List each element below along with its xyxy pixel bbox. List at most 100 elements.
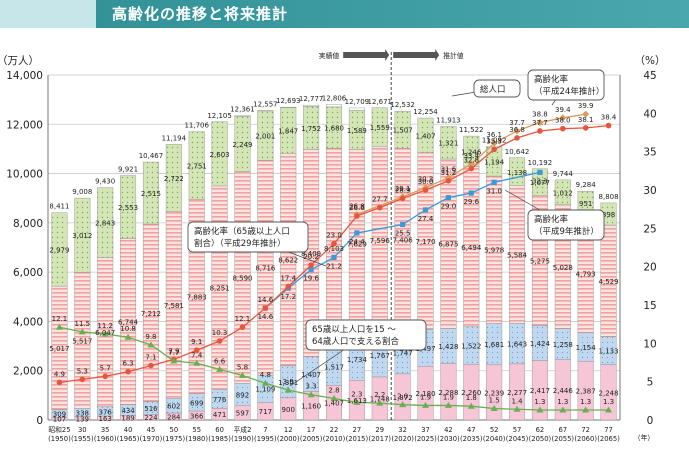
segment-value: 8,251 <box>210 285 230 293</box>
rate-h29-value: 35.3 <box>486 137 502 145</box>
segment-value: 5,275 <box>530 257 550 265</box>
x-tick-year: (2015) <box>346 435 369 443</box>
rate-h24-value: 39.4 <box>555 106 571 114</box>
total-value: 12,557 <box>253 101 278 109</box>
rate-h24-marker <box>490 139 498 147</box>
header: 高齢化の推移と将来推計 <box>0 0 689 36</box>
rate-h29-value: 38.0 <box>555 117 571 125</box>
callout-h29-text: 高齢化率（65歳以上人口 <box>194 226 290 237</box>
x-tick-year: (1995) <box>254 435 277 443</box>
segment-value: 5,028 <box>553 264 573 272</box>
bar-0-14 <box>211 121 228 187</box>
bar-0-14 <box>188 131 205 200</box>
segment-value: 7,581 <box>164 302 184 310</box>
total-value: 12,777 <box>299 95 324 103</box>
x-tick-era: 50 <box>170 426 179 434</box>
rate-h29-value: 6.3 <box>123 360 134 368</box>
callout-support: 65歳以上人口を15 ～64歳人口で支える割合 <box>289 319 427 387</box>
support-ratio-value: 9.8 <box>145 333 156 341</box>
support-ratio-value: 7.4 <box>191 351 203 359</box>
rate-h9-marker <box>400 221 406 228</box>
rate-h29-value: 7.9 <box>168 347 179 355</box>
rate-h29-marker <box>445 178 452 184</box>
rate-h9-value: 25.5 <box>395 230 411 238</box>
rate-h29-marker <box>582 125 589 131</box>
support-ratio-marker <box>513 405 521 412</box>
rate-h9-value: 14.6 <box>258 313 274 321</box>
callout-h9-box <box>527 209 605 241</box>
segment-value: 8,590 <box>232 274 252 282</box>
bar-unknown <box>234 115 251 117</box>
bar-0-14 <box>74 197 91 273</box>
segment-value: 1,194 <box>484 158 505 166</box>
segment-value: 2,288 <box>438 389 458 397</box>
segment-value: 224 <box>144 414 158 422</box>
y-tick-right: 45 <box>643 70 656 82</box>
support-ratio-marker <box>55 323 63 330</box>
support-ratio-value: 4.8 <box>260 371 271 379</box>
rate-h9-value: 32.3 <box>532 177 548 185</box>
callout-h24-text: （平成24年推計） <box>534 86 604 97</box>
rate-h29-value: 10.3 <box>212 329 228 337</box>
rate-h29-value: 12.1 <box>235 315 251 323</box>
segment-value: 7,629 <box>347 241 367 249</box>
segment-value: 1,258 <box>553 341 573 349</box>
x-tick-year: (1950) <box>48 435 71 443</box>
segment-value: 1,643 <box>507 341 527 349</box>
bar-0-14 <box>51 212 68 287</box>
segment-value: 2,180 <box>415 390 435 398</box>
bar-unknown <box>326 104 342 108</box>
segment-value: 1,872 <box>393 394 413 402</box>
segment-value: 1,160 <box>301 403 321 411</box>
segment-value: 516 <box>144 405 158 413</box>
segment-value: 5,584 <box>507 252 528 260</box>
x-tick-year: (2050) <box>529 435 552 443</box>
segment-value: 2,843 <box>95 220 115 228</box>
segment-value: 1,613 <box>347 397 367 405</box>
support-ratio-value: 2.2 <box>374 391 385 399</box>
rate-h9-marker <box>308 267 314 273</box>
support-ratio-marker <box>399 401 407 408</box>
x-tick-year: (1975) <box>163 435 186 443</box>
segment-value: 6,744 <box>118 319 139 327</box>
rate-h24-marker <box>582 110 590 118</box>
segment-value: 1,246 <box>461 148 482 156</box>
support-ratio-marker <box>536 406 544 413</box>
segment-value: 1,321 <box>438 140 458 148</box>
bar-0-14 <box>120 175 137 239</box>
segment-value: 1,497 <box>415 345 435 353</box>
segment-value: 892 <box>236 391 249 399</box>
rate-h9-value: 19.6 <box>303 275 319 283</box>
rate-h29-marker <box>537 128 543 134</box>
x-tick-era: 62 <box>536 426 545 434</box>
segment-value: 2,515 <box>141 190 161 198</box>
segment-value: 284 <box>167 414 181 422</box>
x-tick-era: 67 <box>558 426 567 434</box>
support-ratio-marker <box>124 333 132 340</box>
callout-h24: 高齢化率（平成24年推計） <box>527 69 605 106</box>
x-tick-era: 17 <box>307 426 316 434</box>
rate-h29-value: 14.6 <box>258 296 274 304</box>
rate-h29-marker <box>125 368 131 375</box>
rate-h24-value: 39.9 <box>578 102 594 110</box>
rate-h9-marker <box>422 207 429 213</box>
rate-h29-value: 32.8 <box>463 157 479 165</box>
segment-value: 2,722 <box>164 175 184 183</box>
segment-value: 7,596 <box>370 237 391 245</box>
rate-h29-marker <box>376 204 383 211</box>
y-tick-right: 10 <box>643 338 656 350</box>
y-tick-left: 4,000 <box>13 316 43 328</box>
callout-total-box <box>473 79 521 98</box>
support-ratio-marker <box>78 328 86 335</box>
rate-h9-marker <box>445 195 451 201</box>
segment-value: 2,387 <box>576 388 596 396</box>
y-tick-right: 15 <box>643 300 656 312</box>
segment-value: 8,103 <box>324 245 344 253</box>
segment-value: 1,559 <box>370 124 390 132</box>
rate-h29-value: 20.2 <box>303 253 319 261</box>
support-ratio-marker <box>147 341 155 348</box>
x-tick-year: (1985) <box>208 435 231 443</box>
x-tick-year: (1955) <box>71 435 94 443</box>
